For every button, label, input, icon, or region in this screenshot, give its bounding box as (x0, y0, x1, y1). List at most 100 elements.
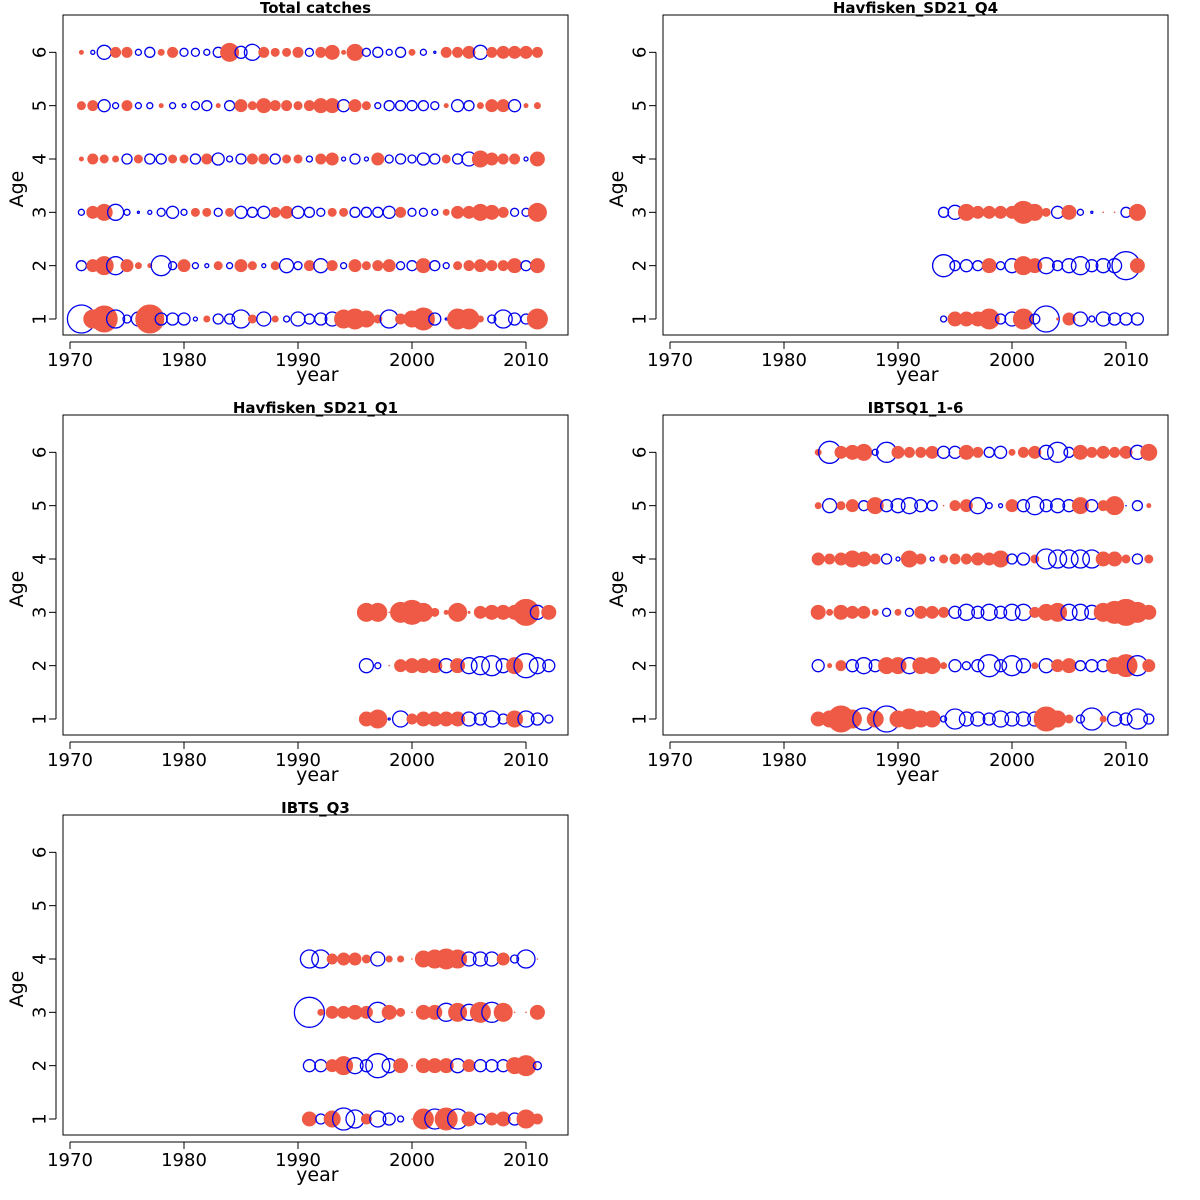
residual-bubble-negative (970, 711, 986, 727)
residual-bubble-positive (496, 99, 510, 113)
residual-bubble-positive (412, 1108, 434, 1130)
residual-bubble-positive (441, 154, 451, 164)
residual-bubble-negative (291, 205, 305, 219)
residual-bubble-positive (303, 100, 315, 112)
residual-bubble-negative (461, 951, 477, 967)
residual-bubble-negative (1106, 711, 1123, 727)
y-tick-label: 3 (630, 607, 651, 618)
residual-bubble-positive (341, 49, 347, 55)
residual-bubble-positive (393, 1058, 409, 1074)
residual-bubble-positive (247, 101, 257, 111)
residual-bubble-positive (531, 1113, 543, 1125)
residual-bubble-positive (827, 663, 833, 669)
residual-bubble-negative (1131, 553, 1144, 565)
residual-bubble-positive (923, 710, 941, 728)
residual-bubble-negative (926, 500, 938, 512)
residual-bubble-negative (1075, 714, 1086, 724)
residual-bubble-negative (211, 152, 225, 166)
residual-point (1125, 504, 1127, 507)
y-axis-label: Age (606, 571, 628, 608)
residual-bubble-negative (203, 48, 211, 56)
residual-bubble-positive (201, 153, 213, 165)
residual-bubble-positive (485, 99, 499, 113)
residual-bubble-positive (99, 154, 109, 164)
x-axis-label: year (896, 364, 939, 386)
residual-bubble-negative (406, 260, 418, 272)
x-tick-label: 1990 (275, 1150, 321, 1171)
residual-bubble-positive (866, 497, 884, 515)
residual-bubble-positive (1064, 714, 1074, 724)
x-tick-label: 2010 (1103, 350, 1149, 371)
residual-bubble-negative (147, 209, 153, 215)
residual-bubble-positive (845, 499, 859, 513)
residual-bubble-negative (1131, 500, 1144, 512)
residual-bubble-negative (433, 50, 437, 54)
residual-bubble-negative (201, 100, 213, 112)
residual-bubble-negative (542, 659, 556, 673)
plot-frame (662, 414, 1169, 736)
residual-bubble-negative (1037, 257, 1055, 275)
residual-bubble-negative (212, 313, 224, 325)
y-tick-label: 5 (30, 900, 51, 911)
residual-bubble-positive (1005, 499, 1019, 513)
residual-bubble-positive (430, 607, 440, 617)
residual-bubble-positive (507, 258, 523, 274)
residual-bubble-positive (415, 258, 431, 274)
residual-bubble-positive (533, 102, 541, 110)
residual-bubble-negative (223, 100, 236, 112)
residual-bubble-negative (304, 47, 315, 57)
residual-bubble-negative (1016, 552, 1031, 566)
residual-bubble-negative (982, 712, 996, 726)
residual-bubble-positive (836, 501, 846, 511)
residual-bubble-negative (474, 1113, 487, 1125)
residual-bubble-positive (443, 609, 449, 615)
residual-bubble-positive (359, 1005, 373, 1019)
residual-bubble-positive (325, 1005, 339, 1019)
residual-bubble-negative (431, 208, 439, 216)
x-tick-label: 2010 (503, 350, 549, 371)
residual-bubble-negative (302, 1059, 317, 1073)
panel-title: Total catches (260, 0, 371, 17)
residual-bubble-negative (225, 262, 234, 270)
residual-bubble-positive (958, 444, 974, 460)
residual-bubble-positive (448, 949, 468, 969)
residual-bubble-negative (958, 711, 975, 727)
residual-bubble-positive (292, 46, 304, 58)
residual-bubble-negative (339, 262, 348, 270)
y-tick-label: 6 (30, 47, 51, 58)
residual-bubble-positive (361, 101, 371, 111)
residual-bubble-negative (472, 951, 489, 967)
residual-bubble-positive (360, 1113, 372, 1125)
residual-bubble-positive (337, 952, 351, 966)
x-tick-label: 2010 (1103, 750, 1149, 771)
residual-bubble-positive (891, 445, 905, 459)
residual-bubble-negative (1085, 659, 1099, 673)
residual-bubble-positive (450, 711, 466, 727)
residual-bubble-negative (181, 103, 187, 109)
x-tick-label: 1990 (875, 750, 921, 771)
residual-bubble-positive (168, 154, 178, 164)
residual-bubble-negative (192, 316, 199, 322)
residual-bubble-negative (871, 448, 879, 456)
y-tick-label: 1 (630, 713, 651, 724)
x-tick-label: 1980 (161, 1150, 207, 1171)
residual-bubble-positive (1086, 446, 1098, 458)
residual-bubble-negative (155, 153, 167, 165)
residual-bubble-positive (315, 153, 327, 165)
residual-bubble-positive (463, 260, 475, 272)
residual-bubble-negative (1025, 496, 1045, 516)
residual-bubble-negative (977, 654, 1001, 678)
residual-bubble-negative (282, 315, 291, 323)
y-tick-label: 4 (30, 153, 51, 164)
residual-bubble-negative (191, 262, 200, 270)
residual-bubble-positive (215, 103, 221, 109)
residual-bubble-negative (407, 207, 417, 217)
residual-bubble-positive (361, 954, 371, 964)
residual-bubble-negative (278, 258, 295, 274)
residual-bubble-positive (202, 207, 212, 217)
residual-bubble-negative (419, 48, 428, 56)
residual-bubble-negative (461, 711, 477, 727)
residual-bubble-negative (314, 312, 328, 326)
residual-bubble-positive (258, 46, 270, 58)
residual-bubble-positive (1026, 203, 1044, 221)
